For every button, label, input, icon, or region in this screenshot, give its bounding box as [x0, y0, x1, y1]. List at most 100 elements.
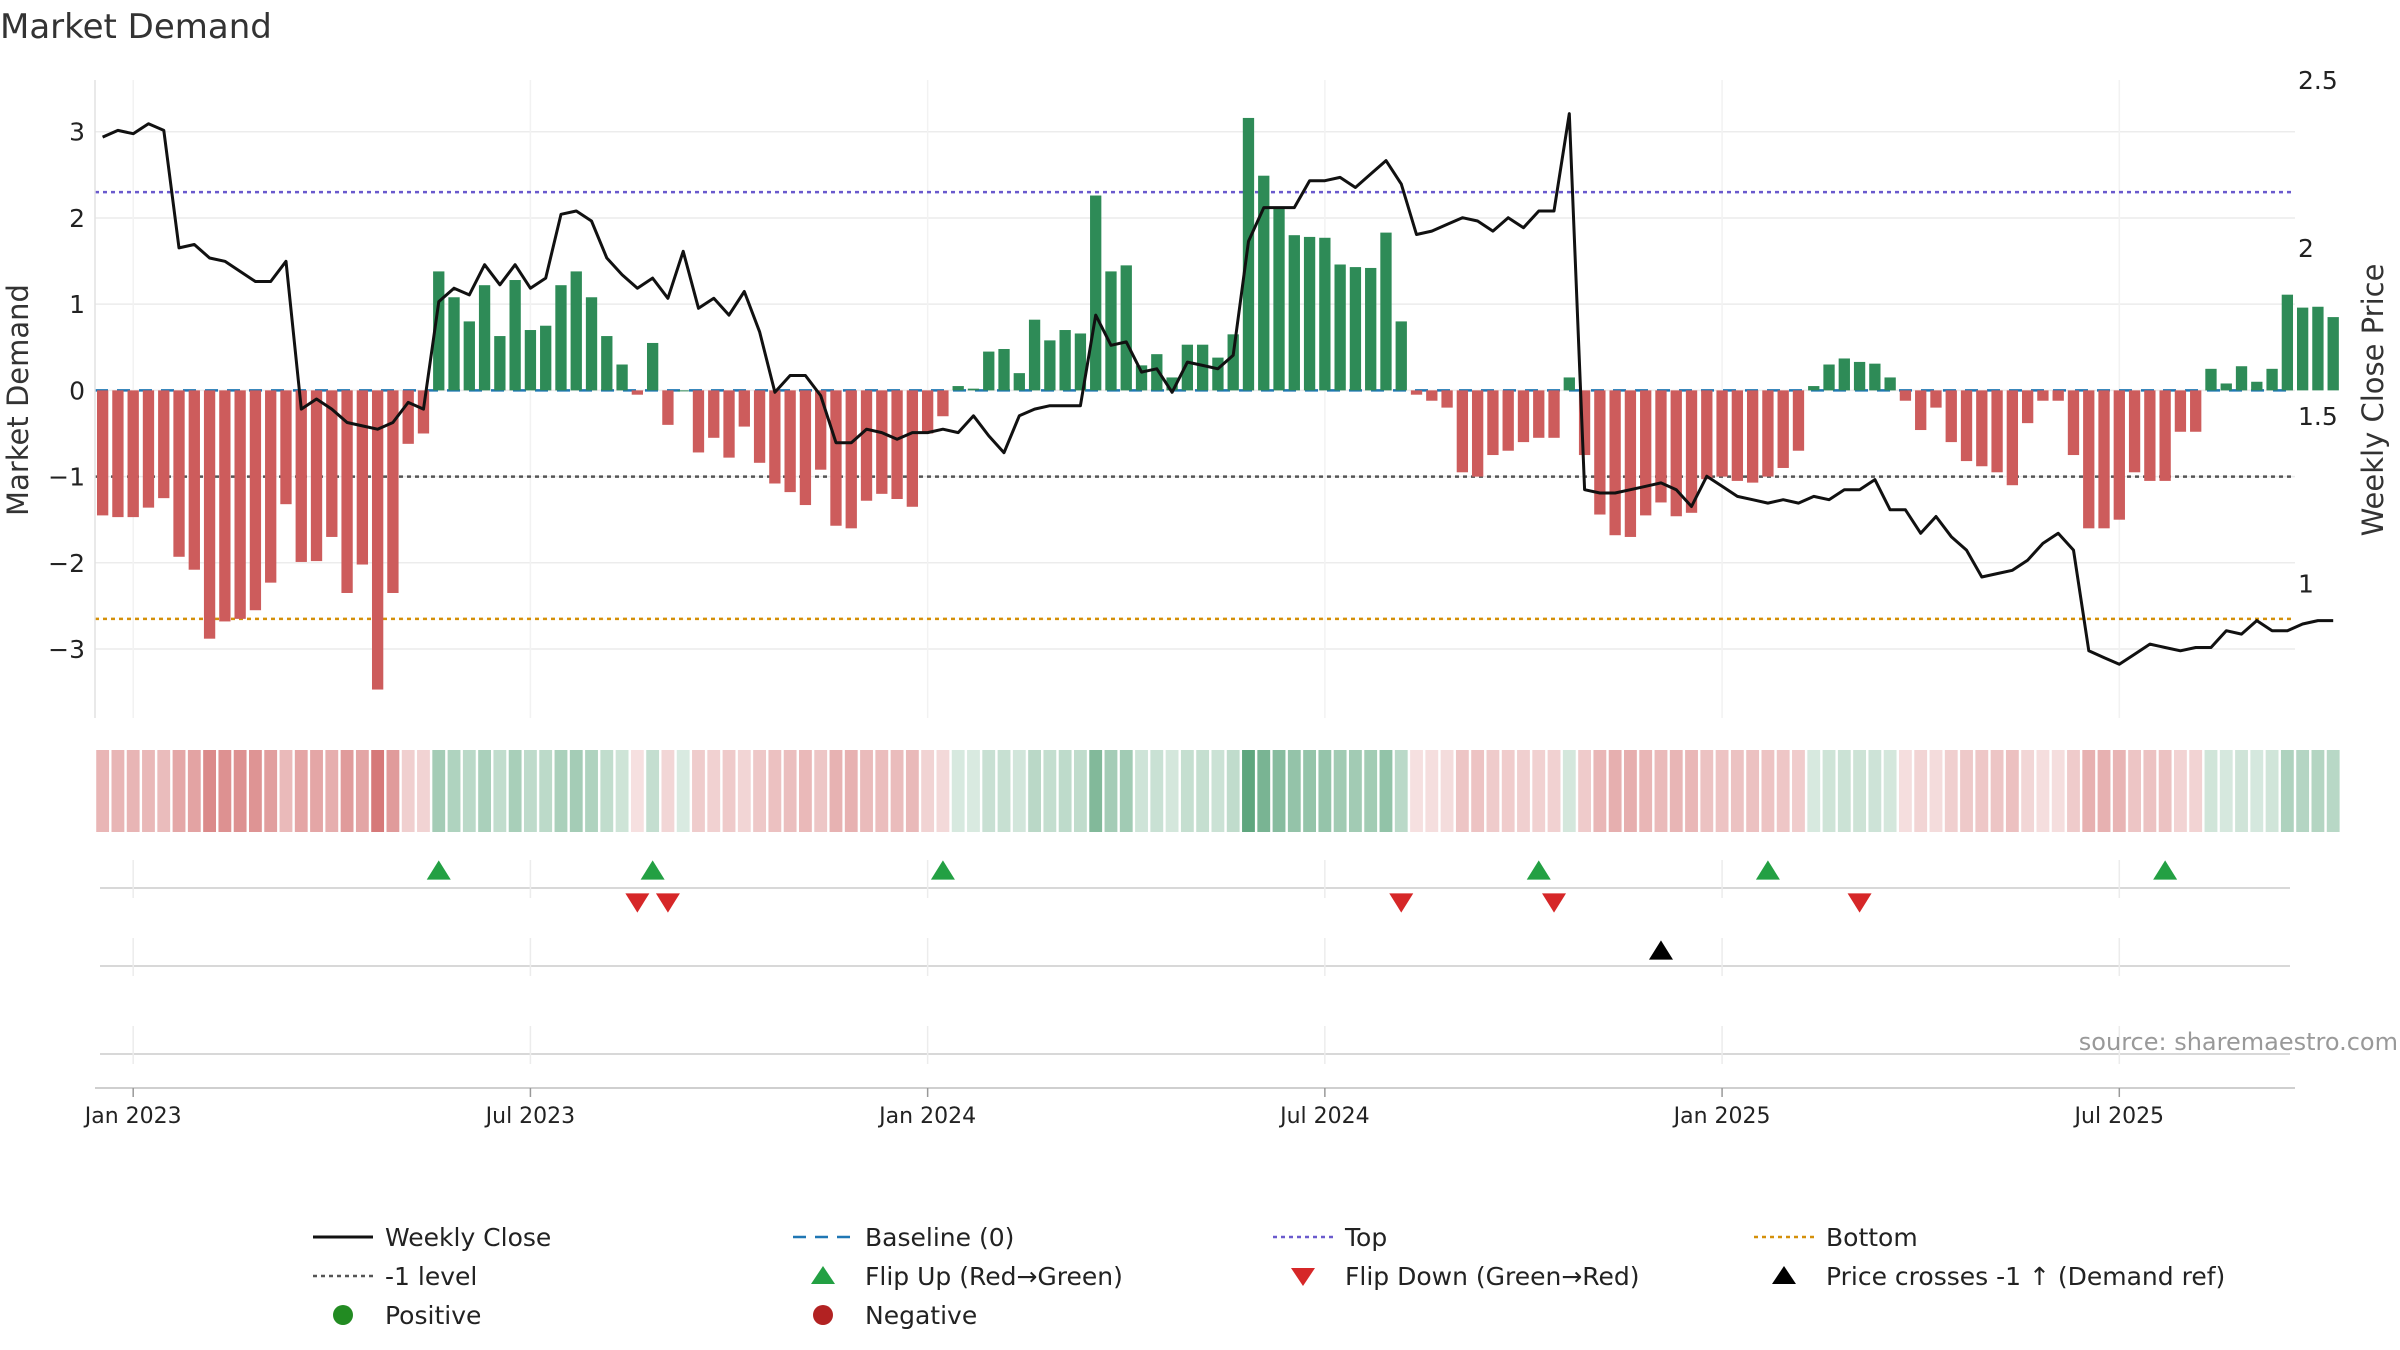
x-axis: Jan 2023 Jul 2023 Jan 2024 Jul 2024 Jan 2025…	[83, 1087, 2295, 1129]
legend-item-flip-up: Flip Up (Red→Green)	[811, 1262, 1123, 1291]
x-tick-label: Jul 2024	[1278, 1104, 1370, 1129]
demand-bar	[2266, 368, 2278, 391]
heat-cell	[1135, 750, 1148, 832]
heat-cell	[2097, 750, 2111, 832]
heat-cell	[1975, 750, 1989, 832]
demand-bar	[1716, 390, 1728, 477]
demand-bar	[1777, 390, 1789, 468]
demand-bar	[249, 390, 262, 611]
demand-bar	[1426, 390, 1438, 401]
heat-cell	[2311, 750, 2325, 832]
y-tick-label: −2	[48, 549, 85, 578]
heat-cell	[951, 750, 965, 832]
flip-up-marker	[2153, 860, 2178, 880]
heat-cell	[1333, 750, 1347, 832]
demand-bar	[937, 390, 949, 417]
flip-up-marker	[426, 860, 451, 880]
y-tick-label: 0	[69, 376, 85, 405]
demand-bar	[1915, 390, 1927, 431]
heat-cell	[860, 750, 873, 832]
heat-cell	[1700, 750, 1714, 832]
demand-bar	[815, 390, 827, 470]
x-tick-label: Jan 2024	[877, 1104, 976, 1129]
demand-bar	[1288, 235, 1300, 391]
legend-item-weekly-close: Weekly Close	[313, 1223, 551, 1252]
x-tick-label: Jan 2023	[83, 1104, 182, 1129]
flip-up-marker	[930, 860, 955, 880]
heat-cell	[447, 750, 461, 832]
heat-cell	[1379, 750, 1393, 832]
heat-cell	[1853, 750, 1866, 832]
demand-bar	[96, 390, 109, 516]
demand-bar	[310, 390, 323, 562]
legend-item-positive: Positive	[333, 1301, 481, 1330]
heat-cell	[1868, 750, 1882, 832]
legend-item-top: Top	[1273, 1223, 1387, 1252]
price-cross-marker	[1648, 940, 1673, 960]
demand-bar	[1884, 377, 1896, 391]
demand-bar	[601, 336, 613, 391]
demand-bar	[203, 390, 216, 639]
demand-bar	[585, 297, 598, 391]
demand-bar	[1731, 390, 1744, 481]
heat-cell	[340, 750, 354, 832]
heat-cell	[126, 750, 140, 832]
demand-bar	[2113, 390, 2125, 520]
demand-bar	[2251, 381, 2263, 391]
heat-cell	[1746, 750, 1760, 832]
demand-bar	[158, 390, 170, 499]
x-tick-label: Jan 2025	[1672, 1104, 1771, 1129]
demand-bar	[448, 297, 460, 391]
demand-bar	[1823, 364, 1835, 391]
heat-cell	[371, 750, 385, 832]
demand-bar	[1517, 390, 1530, 443]
demand-bar	[1533, 390, 1545, 438]
heat-cell	[1165, 750, 1179, 832]
demand-bar	[784, 390, 796, 493]
demand-bar	[356, 390, 369, 565]
heat-cell	[1807, 750, 1821, 832]
heat-cell	[508, 750, 522, 832]
heat-cell	[2219, 750, 2233, 832]
y-tick-label: 1	[69, 290, 85, 319]
demand-bar	[1410, 390, 1423, 395]
demand-bar	[799, 390, 812, 506]
demand-bar	[463, 321, 475, 391]
demand-bar	[326, 390, 338, 537]
demand-bar	[631, 390, 644, 395]
flip-up-marker	[1526, 860, 1551, 880]
demand-bar	[1181, 344, 1194, 391]
demand-bar	[967, 388, 980, 391]
heat-cell	[233, 750, 247, 832]
demand-bar	[998, 348, 1010, 391]
legend-label: Negative	[865, 1301, 977, 1330]
y2-axis-label: Weekly Close Price	[2356, 264, 2390, 537]
demand-bar	[723, 390, 735, 458]
demand-bar	[677, 390, 689, 392]
legend-label: Weekly Close	[385, 1223, 551, 1252]
heat-cell	[111, 750, 125, 832]
heat-cell	[1440, 750, 1454, 832]
heat-cell	[1715, 750, 1729, 832]
heat-cell	[569, 750, 583, 832]
heat-cell	[2067, 750, 2080, 832]
heat-cell	[386, 750, 400, 832]
demand-bar	[2312, 306, 2324, 391]
demand-bar	[1792, 390, 1805, 451]
demand-bar	[1105, 271, 1117, 391]
demand-bar	[433, 271, 445, 391]
heat-cell	[1410, 750, 1423, 832]
legend-label: -1 level	[385, 1262, 477, 1291]
heat-cell	[1425, 750, 1439, 832]
demand-bar	[891, 390, 903, 500]
heat-cell	[2021, 750, 2035, 832]
y2-tick-label: 1.5	[2298, 402, 2338, 431]
heat-cell	[2326, 750, 2340, 832]
demand-bar	[555, 285, 567, 391]
demand-bar	[341, 390, 353, 593]
demand-bar	[570, 271, 582, 391]
demand-bar	[1242, 117, 1255, 391]
heat-cell	[1272, 750, 1286, 832]
legend-item-bottom: Bottom	[1754, 1223, 1918, 1252]
heat-cell	[1318, 750, 1332, 832]
